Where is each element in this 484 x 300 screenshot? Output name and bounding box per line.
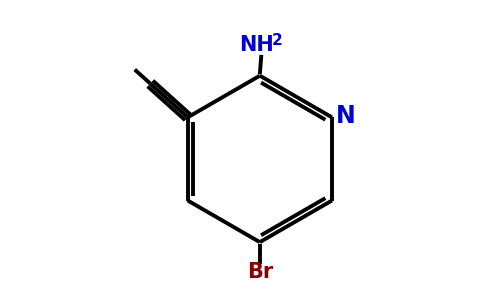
Text: 2: 2: [272, 33, 283, 48]
Text: Br: Br: [247, 262, 273, 282]
Text: NH: NH: [240, 35, 274, 55]
Text: N: N: [335, 104, 355, 128]
